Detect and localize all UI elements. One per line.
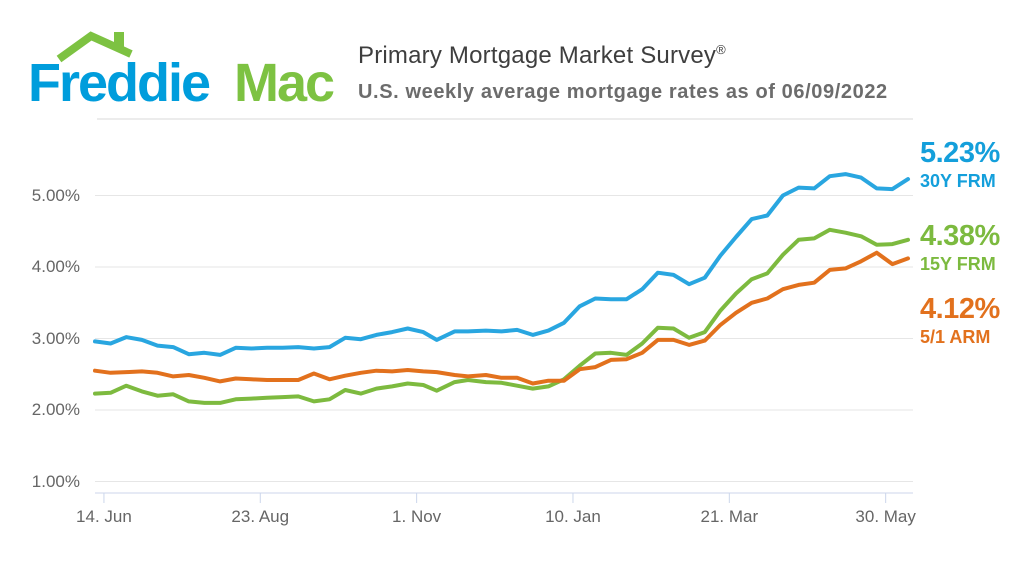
registered-trademark-symbol: ® [716, 42, 726, 57]
y-axis-tick-label: 1.00% [31, 471, 80, 491]
house-roof-icon [56, 31, 133, 63]
rate-value-30y-frm: 5.23% [920, 137, 1000, 169]
series-label-30y-frm: 30Y FRM [920, 171, 996, 191]
rate-value-15y-frm: 4.38% [920, 220, 1000, 252]
chart-title: Primary Mortgage Market Survey® [358, 42, 726, 70]
x-axis-tick-label: 21. Mar [700, 507, 759, 526]
x-axis-tick-label: 14. Jun [76, 507, 132, 526]
series-label-5-1-arm: 5/1 ARM [920, 327, 991, 347]
annotation-5-1-arm: 4.12% 5/1 ARM [920, 294, 1000, 347]
chart-subtitle: U.S. weekly average mortgage rates as of… [358, 81, 888, 103]
chart-title-text: Primary Mortgage Market Survey [358, 42, 717, 69]
annotation-30y-frm: 5.23% 30Y FRM [920, 138, 1000, 191]
annotation-15y-frm: 4.38% 15Y FRM [920, 221, 1000, 274]
series-line-15y-frm[interactable] [93, 227, 910, 405]
y-axis-tick-label: 3.00% [31, 328, 80, 348]
series-line-5-1-arm[interactable] [93, 250, 910, 386]
rate-value-5-1-arm: 4.12% [920, 293, 1000, 325]
series-line-30y-frm[interactable] [93, 172, 910, 357]
series-label-15y-frm: 15Y FRM [920, 254, 996, 274]
freddie-mac-logo: Freddie Mac [28, 31, 336, 113]
y-axis-tick-label: 2.00% [31, 400, 80, 419]
logo-word-freddie: Freddie [28, 53, 210, 113]
x-axis-tick-label: 1. Nov [392, 507, 442, 526]
x-axis-tick-label: 10. Jan [545, 507, 601, 526]
header-divider [97, 118, 913, 120]
logo-word-mac: Mac [234, 53, 334, 113]
y-axis-tick-label: 4.00% [31, 257, 80, 276]
x-axis-tick-label: 23. Aug [231, 507, 290, 526]
y-axis-tick-label: 5.00% [31, 185, 80, 205]
x-axis-tick-label: 30. May [855, 507, 916, 526]
